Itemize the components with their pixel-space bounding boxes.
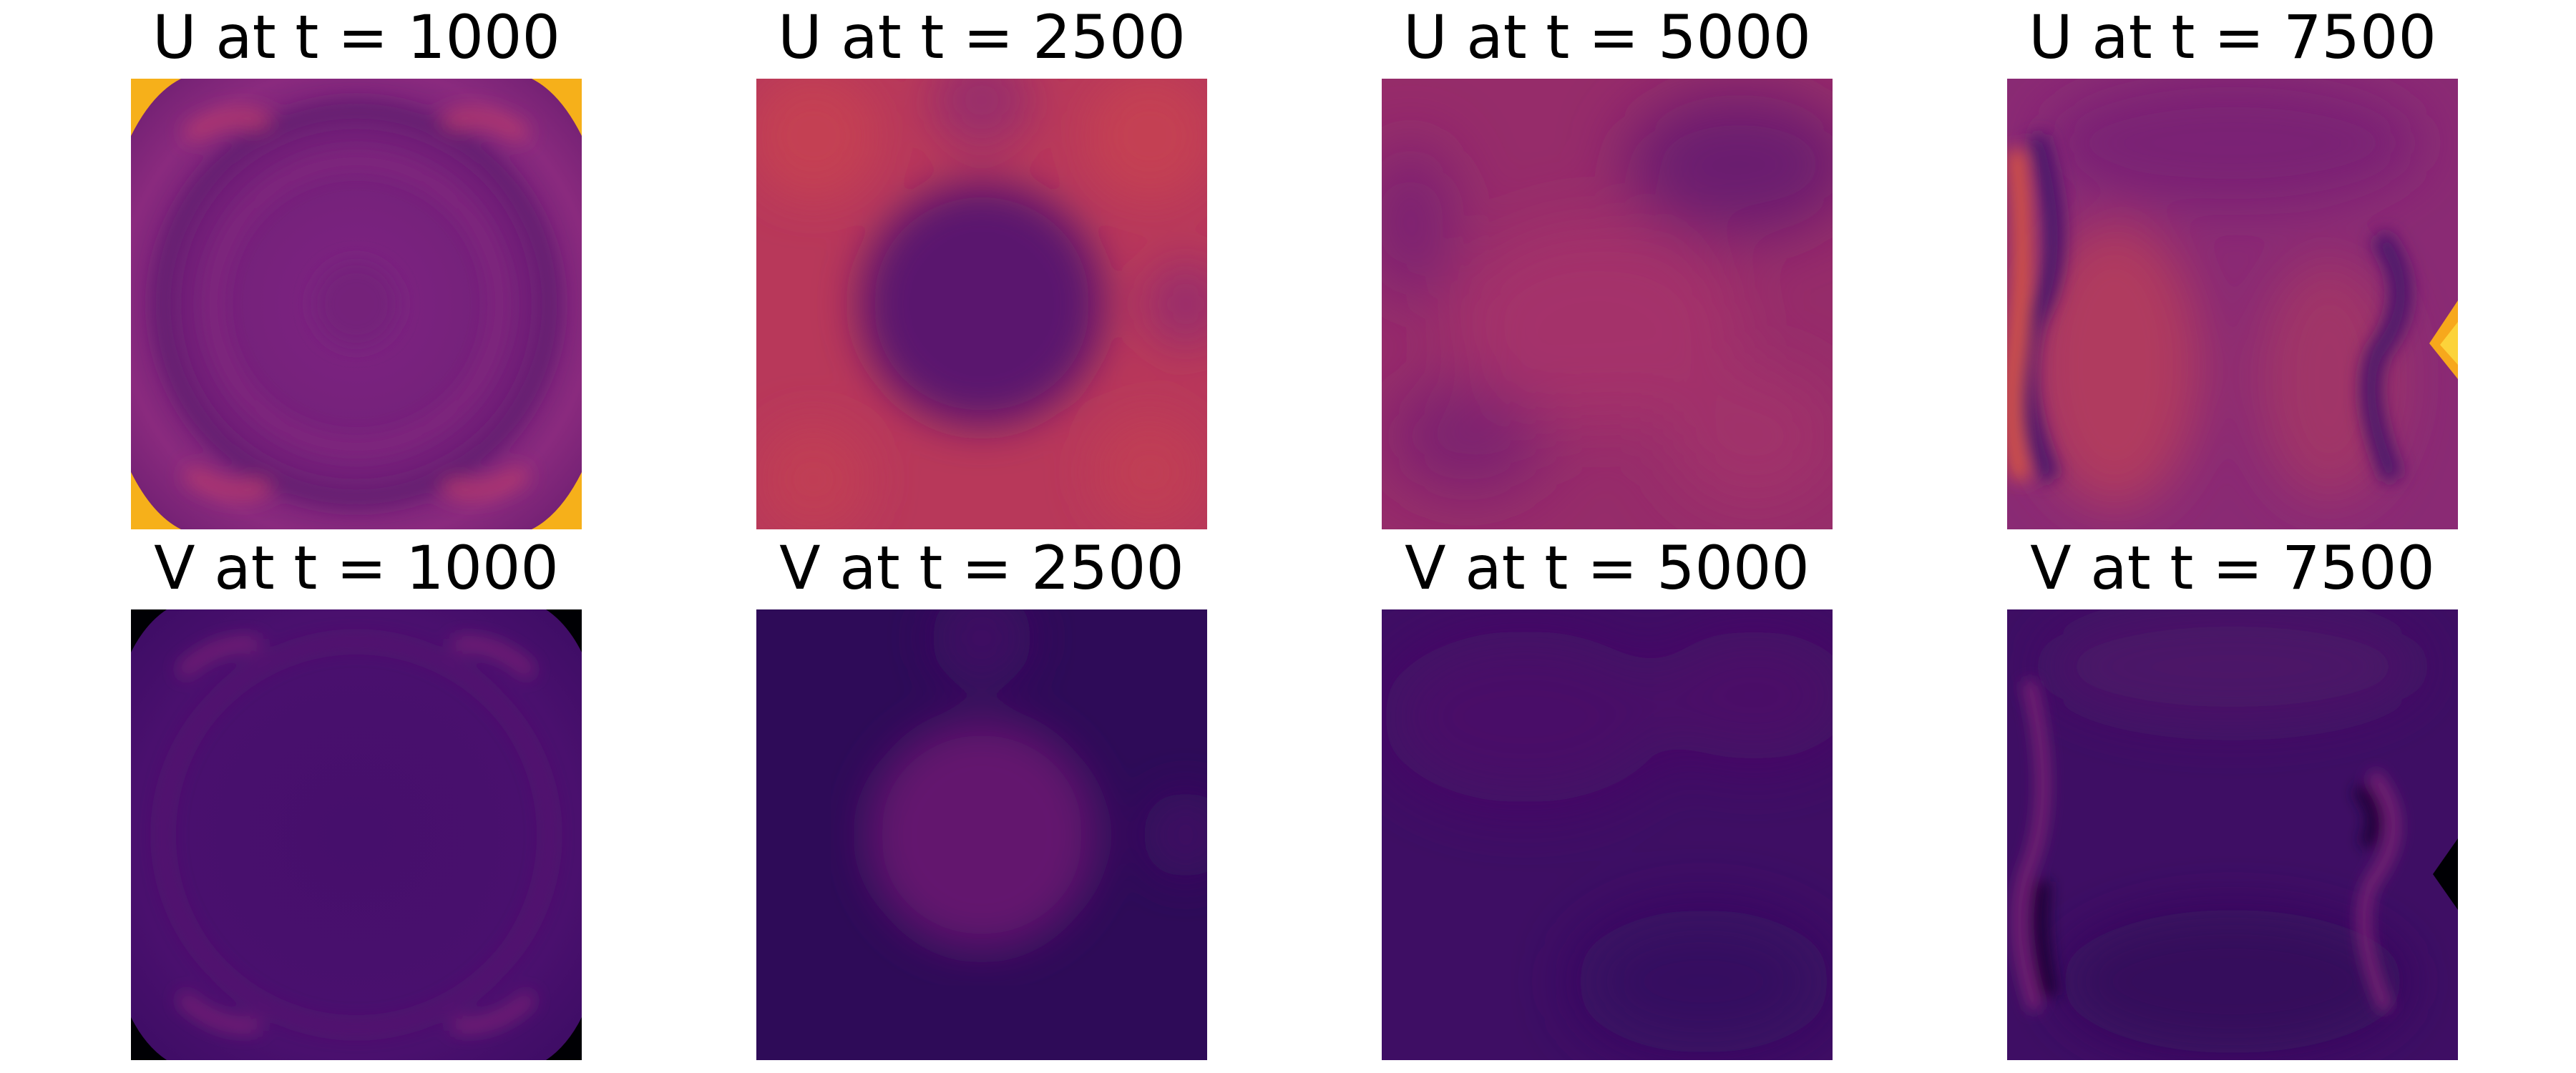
panel-title: U at t = 2500 (778, 2, 1186, 72)
heatmap-v-1000 (131, 609, 582, 1060)
heatmap-v-5000 (1382, 609, 1833, 1060)
panel-title: V at t = 1000 (154, 533, 559, 603)
panel-title: U at t = 5000 (1403, 2, 1811, 72)
heatmap-u-1000 (131, 79, 582, 529)
heatmap-u-7500 (2007, 79, 2458, 529)
panel-title: U at t = 1000 (152, 2, 560, 72)
panel-title: V at t = 2500 (779, 533, 1184, 603)
heatmap-u-2500 (756, 79, 1207, 529)
heatmap-v-2500 (756, 609, 1207, 1060)
panel-title: V at t = 7500 (2030, 533, 2435, 603)
panel-title: V at t = 5000 (1405, 533, 1810, 603)
heatmap-v-7500 (2007, 609, 2458, 1060)
heatmap-u-5000 (1382, 79, 1833, 529)
panel-title: U at t = 7500 (2029, 2, 2436, 72)
